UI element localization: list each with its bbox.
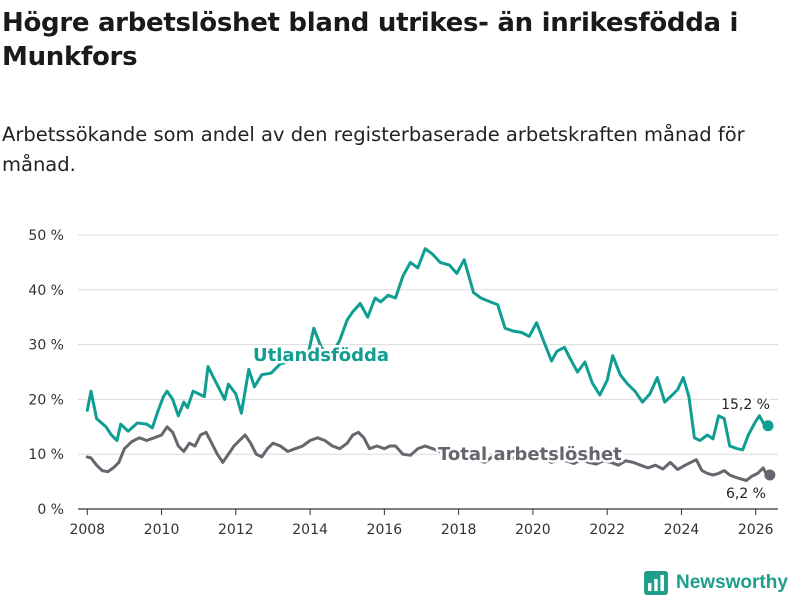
bar-chart-logo-icon: [644, 571, 668, 595]
x-tick-label: 2016: [367, 522, 403, 538]
y-tick-label: 30 %: [28, 338, 64, 354]
series-label-utlandsfodda: Utlandsfödda: [253, 345, 389, 366]
y-tick-label: 40 %: [28, 283, 64, 299]
end-point-utlandsfodda: [762, 420, 774, 432]
x-tick-label: 2010: [144, 522, 180, 538]
x-axis-ticks: 2008 2010 2012 2014 2016 2018 2020 2022 2024 2026: [69, 509, 774, 538]
y-tick-label: 0 %: [37, 502, 64, 518]
x-tick-label: 2022: [589, 522, 625, 538]
x-tick-label: 2008: [69, 522, 105, 538]
y-tick-label: 10 %: [28, 447, 64, 463]
series-label-total: Total arbetslöshet: [438, 444, 622, 465]
x-tick-label: 2020: [515, 522, 551, 538]
chart-title: Högre arbetslöshet bland utrikes- än inr…: [2, 8, 739, 72]
gridlines: [78, 234, 778, 510]
x-tick-label: 2014: [292, 522, 328, 538]
brand-name: Newsworthy: [676, 572, 788, 593]
end-value-label-total: 6,2 %: [726, 486, 766, 502]
chart-subtitle: Arbetssökande som andel av den registerb…: [2, 123, 745, 176]
y-tick-label: 50 %: [28, 228, 64, 244]
x-tick-label: 2018: [441, 522, 477, 538]
x-tick-label: 2024: [664, 522, 700, 538]
x-tick-label: 2026: [738, 522, 774, 538]
series-line-utlandsfodda: [85, 247, 767, 452]
series-labels: Utlandsfödda Total arbetslöshet 15,2 % 6,2 …: [251, 343, 773, 505]
x-tick-label: 2012: [218, 522, 254, 538]
brand-logo: Newsworthy: [644, 570, 788, 596]
series-line-total: [85, 425, 769, 482]
end-value-label-utlandsfodda: 15,2 %: [721, 397, 770, 413]
end-point-total: [764, 469, 776, 481]
y-axis-ticks: 0 % 10 % 20 % 30 % 40 % 50 %: [28, 228, 64, 518]
y-tick-label: 20 %: [28, 392, 64, 408]
series-lines: [85, 247, 776, 482]
